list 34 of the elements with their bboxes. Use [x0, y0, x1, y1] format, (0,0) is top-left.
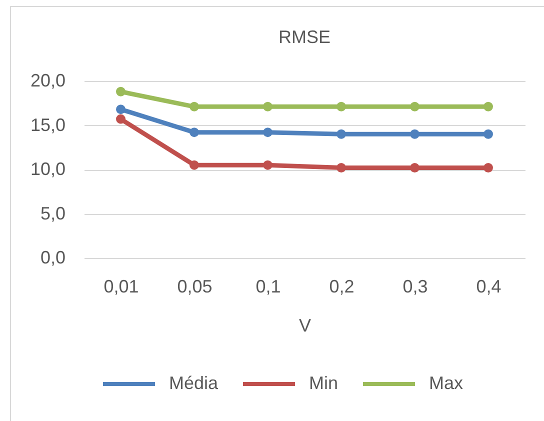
y-tick-label: 10,0: [30, 159, 66, 179]
y-tick-label: 5,0: [40, 203, 66, 224]
y-tick-label: 15,0: [30, 114, 66, 135]
point: [410, 129, 420, 139]
point: [336, 162, 346, 172]
x-tick-label: 0,3: [402, 276, 428, 296]
point: [336, 129, 346, 139]
point: [116, 114, 126, 124]
x-tick-label: 0,2: [329, 276, 354, 296]
point: [263, 128, 272, 138]
point: [484, 162, 493, 172]
point: [116, 104, 126, 114]
x-tick-label: 0,1: [256, 276, 281, 296]
point: [263, 160, 272, 170]
point: [336, 102, 346, 112]
legend-label: Min: [309, 373, 338, 393]
x-tick-label: 0,01: [104, 276, 139, 296]
point: [190, 128, 199, 138]
y-tick-label: 20,0: [30, 70, 66, 90]
point: [484, 129, 493, 139]
point: [263, 102, 272, 112]
point: [410, 102, 420, 112]
point: [190, 160, 199, 170]
legend-label: Max: [429, 373, 464, 393]
point: [410, 162, 420, 172]
legend-label: Média: [169, 373, 220, 393]
x-tick-label: 0,05: [177, 276, 212, 296]
point: [484, 102, 493, 112]
chart-title: RMSE: [278, 27, 331, 47]
point: [190, 102, 199, 112]
y-tick-label: 0,0: [40, 248, 66, 268]
x-axis-title: V: [298, 316, 312, 336]
x-tick-label: 0,4: [476, 276, 502, 296]
point: [116, 86, 126, 96]
